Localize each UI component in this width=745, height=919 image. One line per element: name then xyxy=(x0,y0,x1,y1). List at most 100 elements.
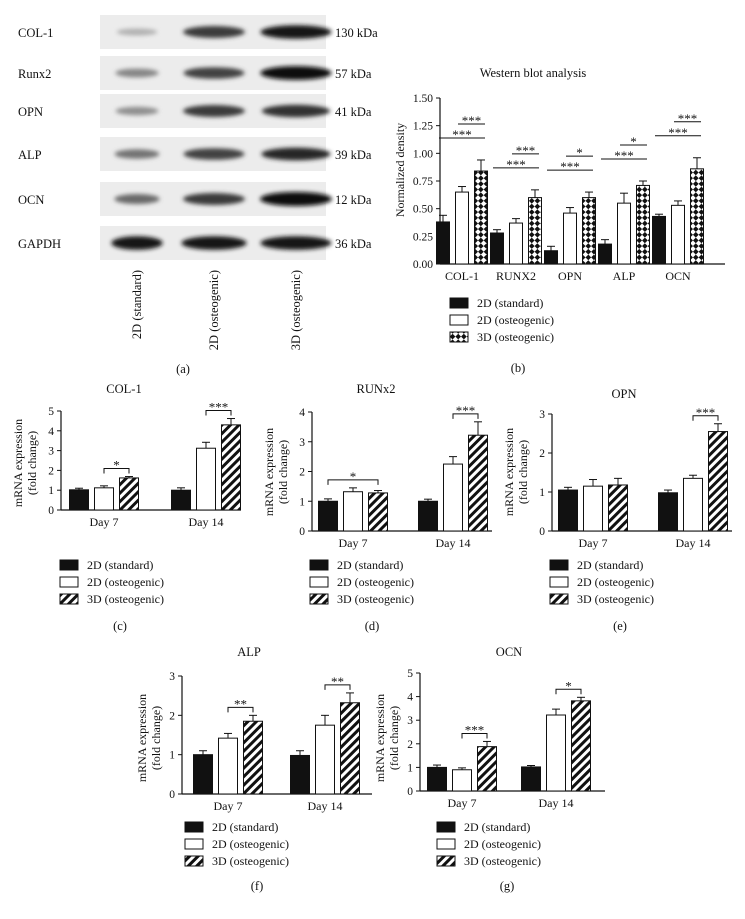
panel-label-e: (e) xyxy=(613,619,627,633)
legend-label: 2D (osteogenic) xyxy=(577,575,654,589)
y-tick-label: 0 xyxy=(299,526,305,538)
bar-3d-osteogenic-alp xyxy=(636,184,650,265)
bar-3d-osteogenic-opn xyxy=(582,197,596,265)
chart-c: COL-1 0 1 2 3 4 5 mRNA expression(fold change) D… xyxy=(11,382,241,633)
panel-label-c: (c) xyxy=(113,619,127,633)
legend-label: 2D (osteogenic) xyxy=(477,313,554,327)
significance-label: *** xyxy=(678,111,698,126)
bar-2d-osteogenic-opn xyxy=(563,212,577,265)
legend-label: 3D (osteogenic) xyxy=(87,592,164,606)
blot-kda-label: 130 kDa xyxy=(335,26,378,40)
bracket-line xyxy=(327,479,379,485)
legend-swatch xyxy=(449,331,469,343)
y-tick-label: 3 xyxy=(407,715,413,727)
blot-row-gapdh: GAPDH 36 kDa xyxy=(18,226,372,260)
legend-swatch xyxy=(59,593,79,605)
x-tick-label: RUNX2 xyxy=(496,269,536,283)
panel-label-b: (b) xyxy=(511,361,526,375)
western-blot-panel: COL-1 130 kDa Runx2 57 kDa OPN 41 kDa ALP 39 kD… xyxy=(18,15,378,376)
blot-row-alp: ALP 39 kDa xyxy=(18,137,372,171)
y-tick-label: 1.50 xyxy=(413,93,433,105)
blot-protein-label: Runx2 xyxy=(18,67,51,81)
legend-swatch xyxy=(436,821,456,833)
x-tick-label: Day 14 xyxy=(189,515,224,529)
legend-label: 3D (osteogenic) xyxy=(464,854,541,868)
significance-label: *** xyxy=(614,148,634,163)
blot-band xyxy=(261,104,331,118)
blot-lane-label: 2D (standard) xyxy=(130,270,144,339)
legend: 2D (standard) 2D (osteogenic) 3D (osteogen… xyxy=(549,558,654,606)
significance-bracket: *** xyxy=(461,722,488,739)
blot-band xyxy=(114,194,160,204)
blot-protein-label: GAPDH xyxy=(18,237,61,251)
y-axis-label-line: mRNA expression xyxy=(135,694,149,782)
significance-bracket: *** xyxy=(458,113,485,128)
y-tick-label: 2 xyxy=(407,739,413,751)
y-axis-label-line: mRNA expression xyxy=(502,428,516,516)
chart-title: OCN xyxy=(496,645,522,659)
y-axis-label-line: mRNA expression xyxy=(11,419,25,507)
bar-2d-standard-day-14 xyxy=(658,492,678,532)
y-tick-label: 5 xyxy=(48,406,54,418)
y-axis-label-line: (fold change) xyxy=(387,706,401,770)
legend-label: 2D (standard) xyxy=(464,820,530,834)
significance-bracket: ** xyxy=(227,696,254,713)
significance-bracket: *** xyxy=(674,111,701,126)
significance-label: *** xyxy=(465,722,485,737)
significance-label: * xyxy=(576,145,583,160)
significance-bracket: * xyxy=(327,469,379,485)
bar-2d-osteogenic-day-14 xyxy=(196,447,216,511)
bar-3d-osteogenic-day-7 xyxy=(608,484,628,532)
x-tick-label: Day 14 xyxy=(436,536,471,550)
bar-2d-standard-day-14 xyxy=(171,489,191,511)
y-tick-label: 1 xyxy=(48,485,54,497)
bar-2d-osteogenic-ocn xyxy=(671,204,685,265)
significance-label: *** xyxy=(668,125,688,140)
y-axis-label: mRNA expression(fold change) xyxy=(502,428,530,516)
legend-label: 2D (standard) xyxy=(87,558,153,572)
y-tick-label: 0 xyxy=(169,789,175,801)
significance-bracket: ** xyxy=(324,674,351,690)
legend-swatch xyxy=(309,576,329,588)
x-tick-label: Day 7 xyxy=(90,515,119,529)
panel-label-g: (g) xyxy=(500,879,515,893)
blot-band xyxy=(115,68,159,78)
significance-label: * xyxy=(350,469,357,484)
x-tick-label: Day 7 xyxy=(448,796,477,810)
bar-2d-osteogenic-day-7 xyxy=(452,769,472,792)
y-tick-label: 3 xyxy=(169,671,175,683)
legend-label: 3D (osteogenic) xyxy=(337,592,414,606)
y-tick-label: 2 xyxy=(48,465,54,477)
legend-label: 2D (standard) xyxy=(212,820,278,834)
blot-kda-label: 39 kDa xyxy=(335,148,372,162)
y-tick-label: 0.00 xyxy=(413,259,433,271)
y-tick-label: 0.50 xyxy=(413,204,433,216)
y-axis-label-line: mRNA expression xyxy=(373,694,387,782)
significance-bracket: *** xyxy=(439,127,485,142)
y-axis-label-line: (fold change) xyxy=(149,706,163,770)
chart-title: COL-1 xyxy=(106,382,141,396)
blot-band xyxy=(183,193,245,205)
chart-g: OCN 0 1 2 3 4 5 mRNA expression(fold change) Day… xyxy=(373,645,605,893)
legend-label: 2D (osteogenic) xyxy=(87,575,164,589)
legend-label: 3D (osteogenic) xyxy=(212,854,289,868)
blot-band xyxy=(116,28,158,36)
y-tick-label: 2 xyxy=(299,467,305,479)
x-tick-label: Day 14 xyxy=(676,536,711,550)
y-tick-label: 3 xyxy=(299,437,305,449)
significance-label: * xyxy=(113,458,120,473)
bar-3d-osteogenic-day-14 xyxy=(708,431,728,532)
legend: 2D (standard) 2D (osteogenic) 3D (osteogen… xyxy=(59,558,164,606)
y-axis-label-line: mRNA expression xyxy=(262,428,276,516)
bar-2d-standard-opn xyxy=(544,250,558,265)
bar-3d-osteogenic-day-7 xyxy=(119,477,139,511)
x-tick-label: Day 7 xyxy=(214,799,243,813)
y-axis-label-line: (fold change) xyxy=(516,440,530,504)
bracket-line xyxy=(461,732,488,739)
legend-swatch xyxy=(436,855,456,867)
y-tick-label: 1.00 xyxy=(413,148,433,160)
legend-label: 3D (osteogenic) xyxy=(477,330,554,344)
bar-2d-osteogenic-day-7 xyxy=(94,487,114,511)
bracket-line xyxy=(555,688,582,695)
legend-swatch xyxy=(449,297,469,309)
